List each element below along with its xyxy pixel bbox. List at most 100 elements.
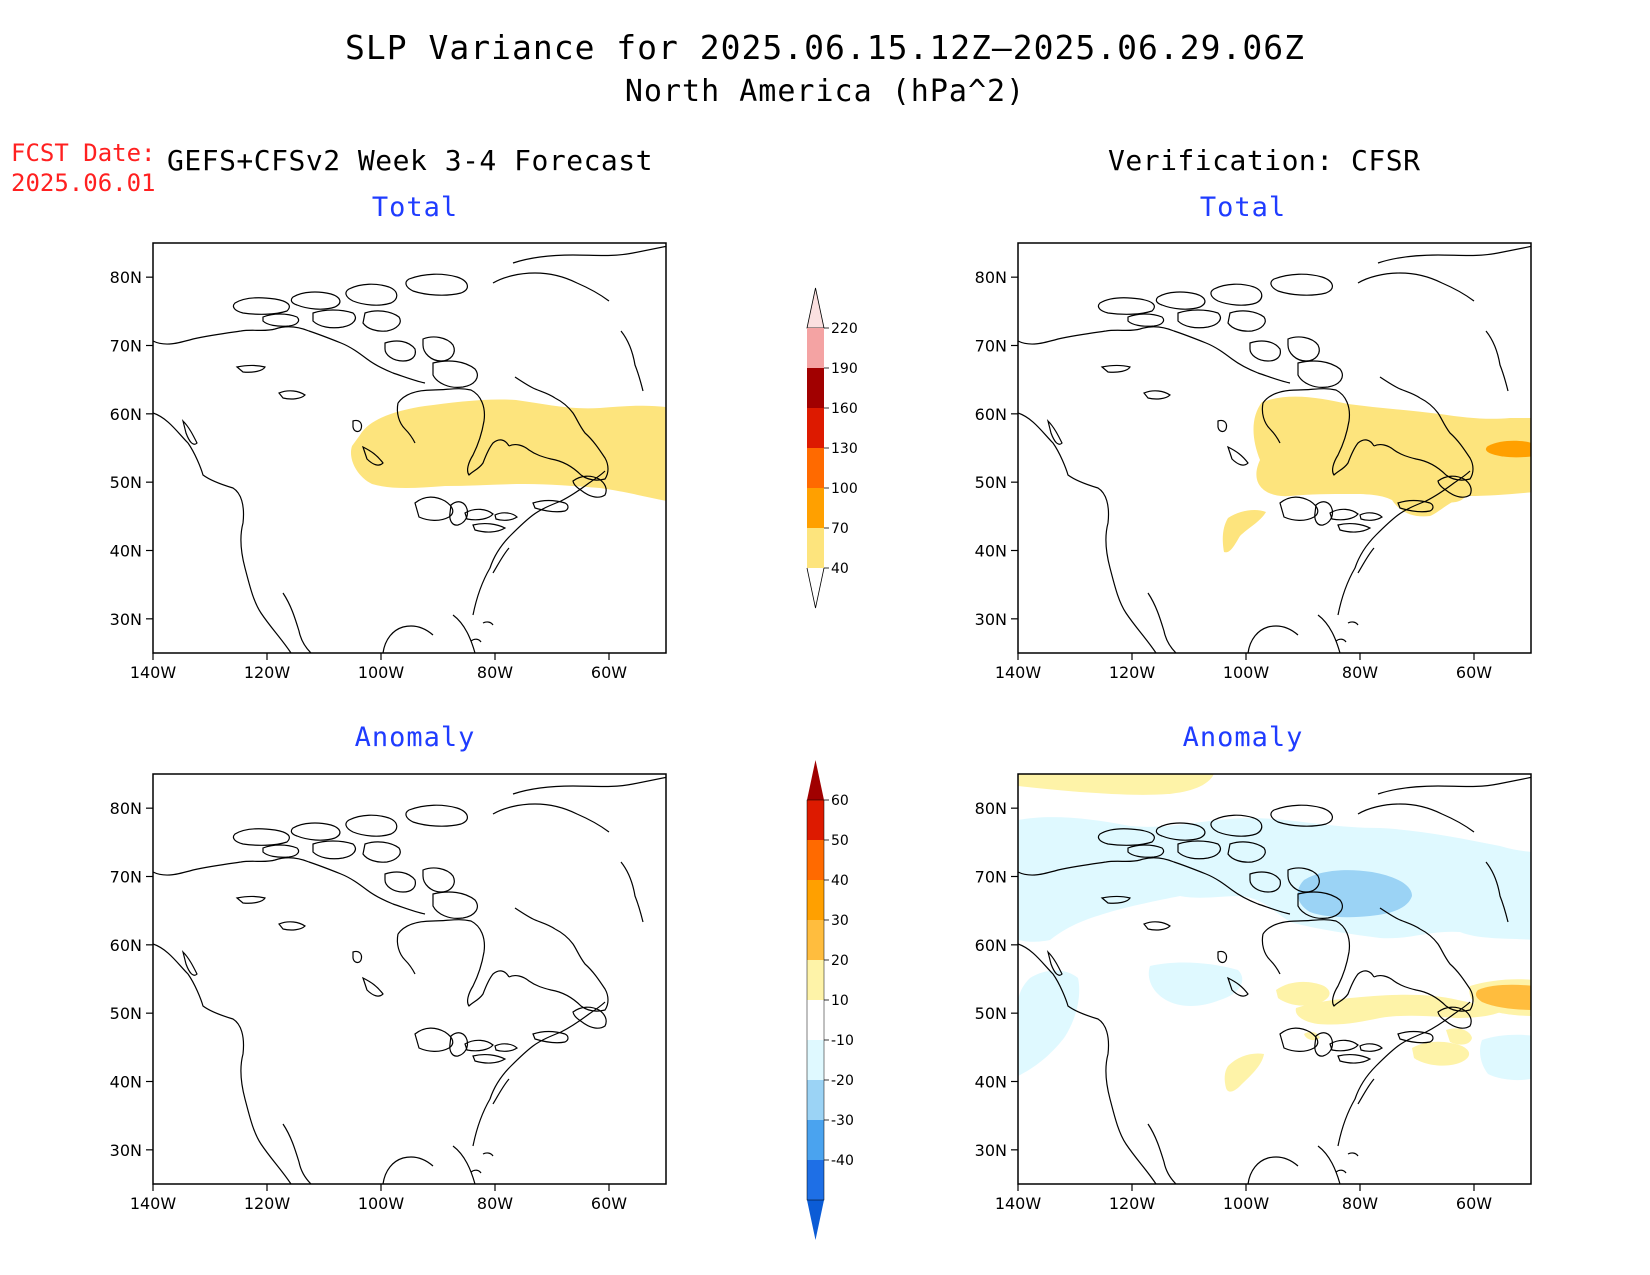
colorbar-anomaly: 60 50 40 30 20 10 -10 -20 -30 -40 xyxy=(806,760,854,1240)
anomaly-region-20-30 xyxy=(1475,984,1531,1010)
lat-tick-label: 60N xyxy=(975,936,1007,955)
colorbar-swatch xyxy=(807,1120,824,1160)
colorbar-level-label: 220 xyxy=(831,321,858,337)
panel-verif-total xyxy=(1017,242,1532,654)
lat-tick-label: 30N xyxy=(975,610,1007,629)
lon-tick-label: 120W xyxy=(1109,1194,1156,1213)
variance-region-40-70 xyxy=(1222,510,1266,553)
anomaly-region-neg20-neg30 xyxy=(1297,870,1412,918)
lat-tick-label: 50N xyxy=(975,1004,1007,1023)
lon-tick-label: 80W xyxy=(477,663,513,682)
anomaly-region-10-20 xyxy=(1276,981,1330,1006)
panel-title-verif-total: Total xyxy=(1199,192,1287,223)
colorbar-swatch xyxy=(807,840,824,880)
anomaly-region-neg10-neg20 xyxy=(1018,817,1531,942)
anomaly-region-10-20 xyxy=(1412,1041,1470,1066)
colorbar-level-label: 100 xyxy=(831,481,858,497)
lon-tick-label: 120W xyxy=(244,1194,291,1213)
lon-tick-label: 140W xyxy=(130,663,177,682)
colorbar-swatch xyxy=(807,920,824,960)
colorbar-level-label: 190 xyxy=(831,361,858,377)
lon-tick-label: 120W xyxy=(244,663,291,682)
lat-tick-label: 70N xyxy=(110,868,142,887)
lat-tick-label: 40N xyxy=(975,1073,1007,1092)
colorbar-swatch xyxy=(807,528,824,568)
panel-title-forecast-total: Total xyxy=(371,192,459,223)
lon-tick-label: 100W xyxy=(358,663,405,682)
lon-tick-label: 140W xyxy=(130,1194,177,1213)
verification-header: Verification: CFSR xyxy=(1108,144,1421,177)
lon-tick-label: 60W xyxy=(591,1194,627,1213)
panel-forecast-anomaly xyxy=(152,773,667,1185)
axes: 80N 70N 60N 50N 40N 30N 140W 120W 100W 80W 60W 80N 7… xyxy=(110,268,1493,1213)
colorbar-level-label: 20 xyxy=(831,953,849,969)
panel-title-verif-anomaly: Anomaly xyxy=(1182,722,1304,753)
lat-tick-label: 70N xyxy=(975,868,1007,887)
anomaly-region-10-20 xyxy=(1018,774,1214,795)
lon-tick-label: 80W xyxy=(1342,1194,1378,1213)
lat-tick-label: 60N xyxy=(110,936,142,955)
chart-subtitle: North America (hPa^2) xyxy=(624,74,1026,109)
colorbar-swatch xyxy=(807,488,824,528)
lat-tick-label: 40N xyxy=(975,542,1007,561)
forecast-date: FCST Date: 2025.06.01 xyxy=(11,138,156,198)
colorbar-swatch xyxy=(807,328,824,368)
forecast-date-value: 2025.06.01 xyxy=(11,169,156,197)
lat-tick-label: 40N xyxy=(110,1073,142,1092)
anomaly-region-neg10-neg20 xyxy=(1148,962,1243,1006)
colorbar-level-label: 10 xyxy=(831,993,849,1009)
colorbar-level-label: 70 xyxy=(831,521,849,537)
panel-title-forecast-anomaly: Anomaly xyxy=(354,722,476,753)
colorbar-swatch xyxy=(807,1040,824,1080)
colorbar-level-label: 160 xyxy=(831,401,858,417)
colorbar-bottom-arrow xyxy=(806,567,825,609)
lon-tick-label: 80W xyxy=(477,1194,513,1213)
lat-tick-label: 70N xyxy=(975,337,1007,356)
colorbar-swatch xyxy=(807,1160,824,1200)
lat-tick-label: 50N xyxy=(975,473,1007,492)
variance-region-70-100 xyxy=(1485,440,1531,458)
lat-tick-label: 30N xyxy=(110,610,142,629)
colorbar-level-label: -10 xyxy=(831,1033,854,1049)
lon-tick-label: 120W xyxy=(1109,663,1156,682)
anomaly-region-10-20 xyxy=(1224,1053,1264,1092)
lon-tick-label: 140W xyxy=(995,1194,1042,1213)
lon-tick-label: 60W xyxy=(1456,1194,1492,1213)
lat-tick-label: 30N xyxy=(110,1141,142,1160)
lon-tick-label: 60W xyxy=(591,663,627,682)
lon-tick-label: 80W xyxy=(1342,663,1378,682)
panel-forecast-total xyxy=(152,242,667,654)
lat-tick-label: 60N xyxy=(975,405,1007,424)
colorbar-level-label: 40 xyxy=(831,561,849,577)
colorbar-level-label: 30 xyxy=(831,913,849,929)
colorbar-level-label: 40 xyxy=(831,873,849,889)
colorbar-top-arrow xyxy=(807,760,824,800)
colorbar-level-label: -20 xyxy=(831,1073,854,1089)
colorbar-bottom-arrow xyxy=(807,1200,824,1240)
lat-tick-label: 80N xyxy=(975,268,1007,287)
lat-tick-label: 80N xyxy=(975,799,1007,818)
lon-tick-label: 100W xyxy=(1223,1194,1270,1213)
colorbar-swatch xyxy=(807,800,824,840)
colorbar-level-label: 130 xyxy=(831,441,858,457)
lat-tick-label: 60N xyxy=(110,405,142,424)
anomaly-region-10-20 xyxy=(1446,1028,1472,1045)
colorbar-swatch xyxy=(807,448,824,488)
colorbar-level-label: 50 xyxy=(831,833,849,849)
colorbar-level-label: -30 xyxy=(831,1113,854,1129)
variance-region-40-70 xyxy=(351,399,666,501)
colorbar-swatch xyxy=(807,408,824,448)
forecast-date-label: FCST Date: xyxy=(11,139,156,167)
colorbar-swatch xyxy=(807,1080,824,1120)
colorbar-top-arrow xyxy=(806,287,825,329)
lat-tick-label: 50N xyxy=(110,473,142,492)
lat-tick-label: 80N xyxy=(110,799,142,818)
colorbar-swatch xyxy=(807,880,824,920)
colorbar-level-label: -40 xyxy=(831,1153,854,1169)
colorbar-swatch xyxy=(807,1000,824,1040)
colorbar-level-label: 60 xyxy=(831,793,849,809)
panel-verif-anomaly xyxy=(1017,773,1532,1185)
anomaly-region-neg10-neg20 xyxy=(1018,970,1080,1076)
forecast-model-header: GEFS+CFSv2 Week 3-4 Forecast xyxy=(167,144,654,177)
